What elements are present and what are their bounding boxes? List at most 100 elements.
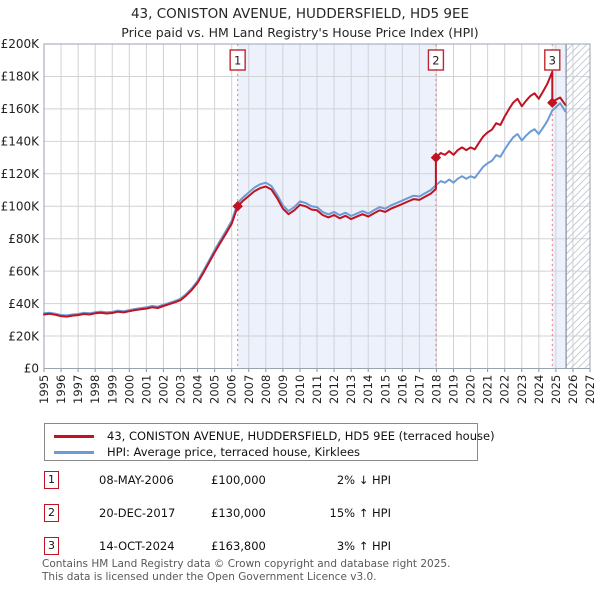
hatch-layer	[565, 43, 591, 369]
price-paid-polyline	[43, 70, 567, 318]
y-tick-label: £40K	[8, 297, 40, 311]
hatch-line	[565, 194, 591, 220]
hatch-line	[565, 152, 591, 178]
x-tick-label: 2025	[549, 375, 563, 404]
hatch-line	[565, 264, 591, 290]
axis-label-layer: £0 £20K £40K £60K £80K £100K £120K £140K £160K £1…	[1, 37, 597, 404]
hatch-line	[565, 47, 591, 73]
sale-number-badge: 2	[44, 503, 59, 522]
hatch-line	[565, 222, 591, 248]
x-tick-label: 1999	[105, 375, 119, 404]
x-tick-label: 2003	[174, 375, 188, 404]
sale-marker	[547, 97, 558, 108]
chart-legend: 43, CONISTON AVENUE, HUDDERSFIELD, HD5 9…	[44, 423, 495, 461]
sale-date: 14-OCT-2024	[99, 538, 175, 553]
x-tick-label: 2002	[156, 375, 170, 404]
dashed-layer	[237, 44, 553, 369]
x-tick-label: 2014	[361, 375, 375, 404]
sale-hpi-delta: 15% ↑ HPI	[329, 505, 391, 520]
hatch-line	[565, 334, 591, 360]
footer-line-2: This data is licensed under the Open Gov…	[42, 571, 377, 583]
hatch-line	[565, 89, 591, 115]
x-tick-label: 2013	[344, 375, 358, 404]
hatch-line	[565, 75, 591, 101]
hatch-line	[565, 173, 591, 199]
sale-price: £163,800	[211, 538, 266, 553]
hatch-line	[565, 61, 591, 87]
hatch-line	[565, 299, 591, 325]
x-tick-label: 2020	[464, 375, 478, 404]
x-tick-label: 2006	[225, 375, 239, 404]
hatch-line	[565, 43, 581, 59]
x-tick-label: 2010	[293, 375, 307, 404]
x-tick-label: 2000	[122, 375, 136, 404]
x-tick-label: 1998	[88, 375, 102, 404]
title-block: 43, CONISTON AVENUE, HUDDERSFIELD, HD5 9…	[0, 6, 600, 40]
price-line-swatch	[54, 434, 94, 438]
hatch-line	[577, 355, 591, 369]
legend-row-hpi: HPI: Average price, terraced house, Kirk…	[54, 444, 468, 460]
legend-label-hpi: HPI: Average price, terraced house, Kirk…	[107, 445, 361, 459]
x-tick-label: 2009	[276, 375, 290, 404]
x-tick-label: 2008	[259, 375, 273, 404]
hatch-line	[565, 43, 588, 66]
sale-hpi-delta: 3% ↑ HPI	[336, 538, 391, 553]
sale-date: 08-MAY-2006	[99, 472, 174, 487]
transaction-table: 1 08-MAY-2006 £100,000 2% ↓ HPI 2 20-DEC…	[44, 470, 391, 569]
x-tick-label: 1997	[71, 375, 85, 404]
hatch-line	[565, 327, 591, 353]
x-tick-label: 2023	[515, 375, 529, 404]
hatch-line	[565, 131, 591, 157]
x-tick-label: 2027	[583, 375, 597, 404]
x-tick-label: 2011	[310, 375, 324, 404]
sale-flag-box	[229, 49, 246, 71]
marker-layer	[232, 97, 558, 212]
sale-marker	[232, 201, 243, 212]
hatch-line	[565, 341, 591, 367]
hatch-line	[565, 201, 591, 227]
hatch-line	[565, 180, 591, 206]
table-row: 3 14-OCT-2024 £163,800 3% ↑ HPI	[44, 536, 391, 555]
x-tick-label: 1995	[37, 375, 51, 404]
table-row: 1 08-MAY-2006 £100,000 2% ↓ HPI	[44, 470, 391, 489]
hatch-line	[565, 271, 591, 297]
hpi-polyline	[43, 102, 567, 317]
sale-flag-box	[427, 49, 445, 71]
hatch-line	[565, 257, 591, 283]
y-tick-label: £120K	[1, 167, 41, 181]
hatch-line	[565, 285, 591, 311]
x-tick-label: 2026	[566, 375, 580, 404]
x-tick-label: 2021	[481, 375, 495, 404]
hatch-line	[565, 215, 591, 241]
plot-frame	[43, 43, 591, 369]
hatch-line	[565, 96, 591, 122]
y-tick-label: £60K	[8, 264, 40, 278]
sale-number-badge: 1	[44, 470, 59, 489]
hatch-line	[565, 54, 591, 80]
x-tick-label: 2018	[429, 375, 443, 404]
table-row: 2 20-DEC-2017 £130,000 15% ↑ HPI	[44, 503, 391, 522]
y-tick-label: £80K	[8, 232, 40, 246]
legend-row-price: 43, CONISTON AVENUE, HUDDERSFIELD, HD5 9…	[54, 428, 495, 444]
hatch-line	[565, 145, 591, 171]
hpi-line-swatch	[54, 450, 94, 454]
hatch-line	[565, 292, 591, 318]
sale-price: £130,000	[211, 505, 266, 520]
page-title: 43, CONISTON AVENUE, HUDDERSFIELD, HD5 9…	[130, 6, 470, 22]
y-tick-label: £0	[24, 362, 39, 376]
hatch-line	[565, 110, 591, 136]
page-subtitle: Price paid vs. HM Land Registry's House …	[121, 25, 479, 40]
y-tick-label: £180K	[1, 70, 41, 84]
x-tick-label: 2004	[191, 375, 205, 404]
hatch-line	[565, 236, 591, 262]
hatch-line	[565, 313, 591, 339]
hatch-line	[565, 278, 591, 304]
x-tick-label: 1996	[54, 375, 68, 404]
hatch-line	[565, 159, 591, 185]
sale-flag-number: 3	[549, 54, 556, 68]
price-chart: 1 2 3 £0 £20K £40K £60K £80K £100K £120K £140K £16…	[1, 37, 597, 404]
x-tick-label: 2001	[139, 375, 153, 404]
x-tick-label: 2015	[378, 375, 392, 404]
hatch-line	[565, 243, 591, 269]
